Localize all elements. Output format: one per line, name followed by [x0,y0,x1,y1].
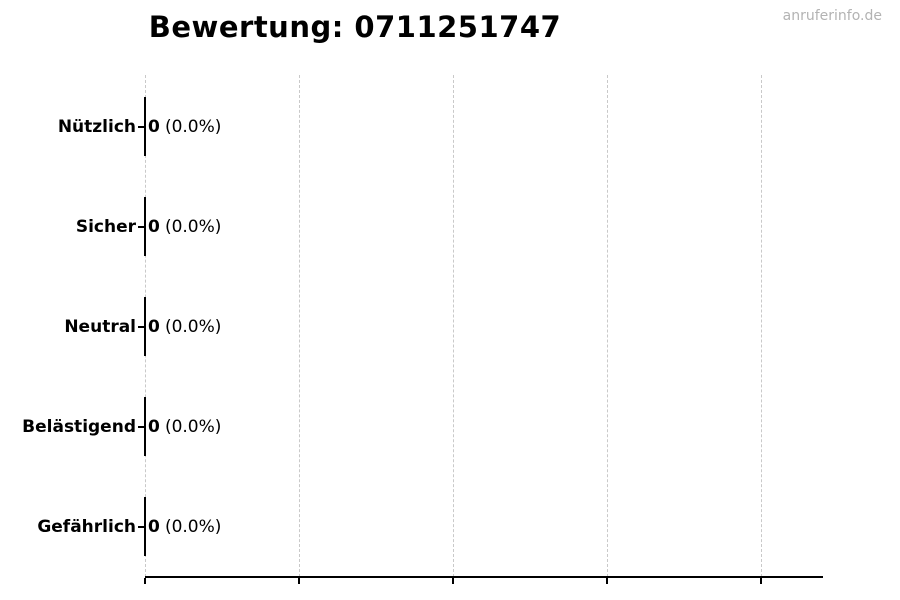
value-count: 0 [148,317,160,337]
category-row: Sicher 0 (0.0%) [0,197,900,257]
gridline [299,75,300,577]
value-count: 0 [148,117,160,137]
gridline [607,75,608,577]
y-axis-tick [138,326,144,328]
x-axis-line [145,576,823,578]
value-label: 0 (0.0%) [148,417,221,437]
y-axis-tick [138,226,144,228]
watermark-link: anruferinfo.de [782,8,882,24]
bar [144,497,146,556]
value-label: 0 (0.0%) [148,517,221,537]
bar [144,197,146,256]
value-label: 0 (0.0%) [148,217,221,237]
value-label: 0 (0.0%) [148,317,221,337]
x-axis-tick [144,578,146,584]
x-axis-tick [606,578,608,584]
category-label: Gefährlich [37,517,136,537]
x-axis-tick [452,578,454,584]
value-label: 0 (0.0%) [148,117,221,137]
category-row: Gefährlich 0 (0.0%) [0,497,900,557]
value-percent: (0.0%) [164,417,222,437]
category-label: Neutral [64,317,136,337]
chart-title: Bewertung: 0711251747 [148,10,562,44]
category-label: Nützlich [57,117,136,137]
value-percent: (0.0%) [164,517,222,537]
category-label: Sicher [75,217,136,237]
bar [144,397,146,456]
category-row: Nützlich 0 (0.0%) [0,97,900,157]
bar [144,297,146,356]
value-count: 0 [148,517,160,537]
category-row: Neutral 0 (0.0%) [0,297,900,357]
y-axis-tick [138,426,144,428]
value-percent: (0.0%) [164,317,222,337]
category-row: Belästigend 0 (0.0%) [0,397,900,457]
bar [144,97,146,156]
gridline [453,75,454,577]
y-axis-tick [138,126,144,128]
x-axis-tick [298,578,300,584]
value-percent: (0.0%) [164,217,222,237]
value-percent: (0.0%) [164,117,222,137]
gridline [761,75,762,577]
x-axis-tick [760,578,762,584]
y-axis-tick [138,526,144,528]
value-count: 0 [148,417,160,437]
category-label: Belästigend [22,417,136,437]
value-count: 0 [148,217,160,237]
